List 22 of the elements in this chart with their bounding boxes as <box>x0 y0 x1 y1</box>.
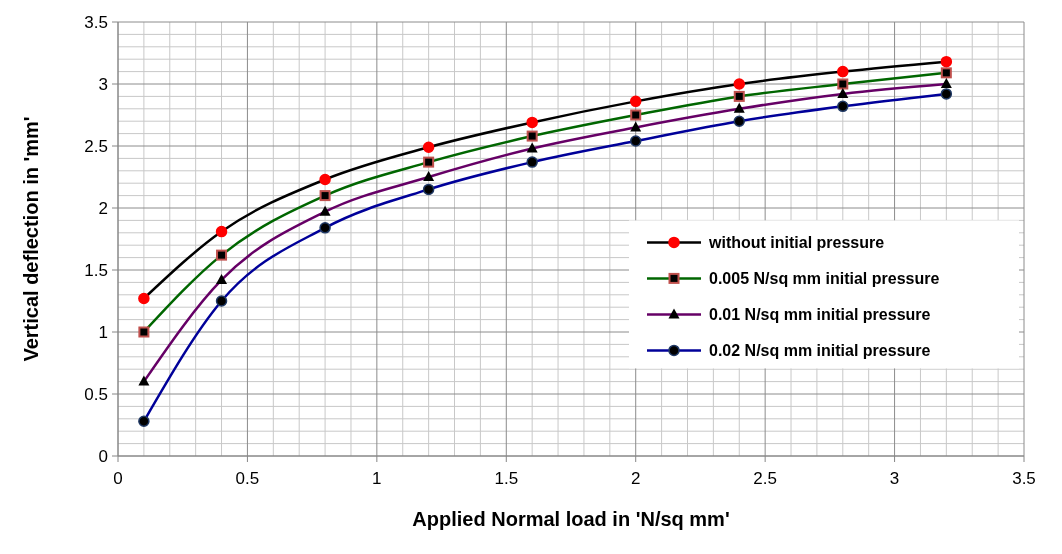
y-tick-label: 0.5 <box>84 384 108 404</box>
legend-label: 0.02 N/sq mm initial pressure <box>709 342 931 359</box>
x-tick-label: 1 <box>372 469 382 488</box>
x-tick-label: 2.5 <box>753 469 777 488</box>
legend-label: without initial pressure <box>708 234 885 251</box>
y-tick-label: 2 <box>98 198 108 218</box>
y-tick-label: 2.5 <box>84 136 108 156</box>
legend-label: 0.005 N/sq mm initial pressure <box>709 270 940 287</box>
y-tick-label: 1 <box>98 322 108 342</box>
x-tick-label: 3 <box>889 469 900 488</box>
y-tick-label: 3 <box>98 74 108 94</box>
x-tick-label: 0.5 <box>235 469 260 488</box>
x-tick-label: 3.5 <box>1012 469 1036 488</box>
y-tick-label: 1.5 <box>84 260 108 280</box>
y-tick-label: 3.5 <box>84 12 108 32</box>
x-tick-label: 1.5 <box>494 469 519 488</box>
y-axis-title: Vertical deflection in 'mm' <box>20 116 42 362</box>
x-tick-label: 0 <box>113 469 123 488</box>
x-axis-title: Applied Normal load in 'N/sq mm' <box>412 508 730 530</box>
legend-label: 0.01 N/sq mm initial pressure <box>709 306 931 323</box>
y-tick-label: 0 <box>98 446 108 466</box>
x-tick-label: 2 <box>630 469 641 488</box>
